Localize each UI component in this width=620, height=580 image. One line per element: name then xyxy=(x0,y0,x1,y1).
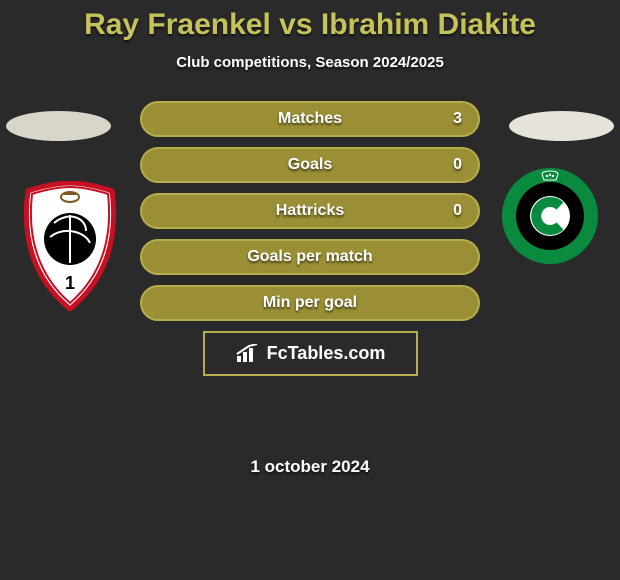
stat-label: Hattricks xyxy=(276,202,344,220)
stat-row-min-per-goal: Min per goal xyxy=(140,285,480,321)
stat-value: 0 xyxy=(453,202,462,220)
stat-label: Matches xyxy=(278,110,342,128)
stat-value: 0 xyxy=(453,156,462,174)
stat-row-goals-per-match: Goals per match xyxy=(140,239,480,275)
date-text: 1 october 2024 xyxy=(0,457,620,477)
left-oval-decor xyxy=(6,111,111,141)
stats-list: Matches 3 Goals 0 Hattricks 0 Goals per … xyxy=(140,101,480,376)
comparison-area: 1 Matches 3 Goals 0 Hattricks 0 Goa xyxy=(0,101,620,441)
right-oval-decor xyxy=(509,111,614,141)
shield-icon: 1 xyxy=(20,181,120,311)
stat-row-goals: Goals 0 xyxy=(140,147,480,183)
bar-chart-icon xyxy=(235,344,261,364)
svg-text:1: 1 xyxy=(65,273,75,293)
branding-badge: FcTables.com xyxy=(203,331,418,376)
stat-label: Goals xyxy=(288,156,332,174)
stat-label: Min per goal xyxy=(263,294,357,312)
page-subtitle: Club competitions, Season 2024/2025 xyxy=(0,42,620,71)
page-title: Ray Fraenkel vs Ibrahim Diakite xyxy=(0,0,620,42)
branding-text: FcTables.com xyxy=(267,343,386,364)
stat-label: Goals per match xyxy=(247,248,372,266)
ring-badge-icon xyxy=(500,166,600,266)
club-badge-left: 1 xyxy=(20,181,120,311)
stat-row-matches: Matches 3 xyxy=(140,101,480,137)
stat-row-hattricks: Hattricks 0 xyxy=(140,193,480,229)
stat-value: 3 xyxy=(453,110,462,128)
club-badge-right xyxy=(500,166,600,266)
